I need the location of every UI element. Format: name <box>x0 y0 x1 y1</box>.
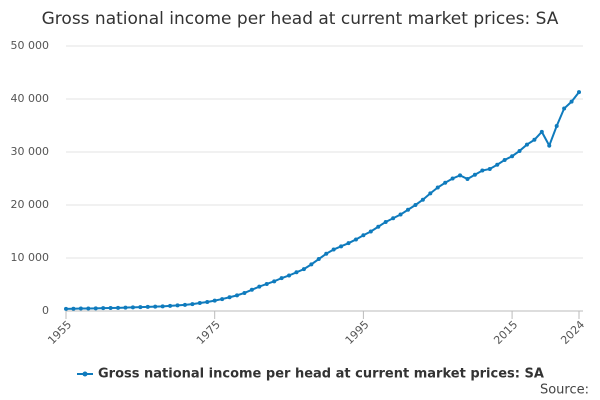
legend-label: Gross national income per head at curren… <box>98 367 544 382</box>
point <box>227 295 232 300</box>
point <box>123 305 128 310</box>
y-tick-label: 20 000 <box>11 198 50 211</box>
point <box>249 287 254 292</box>
point <box>465 177 470 182</box>
point <box>212 298 217 303</box>
point <box>532 137 537 142</box>
point <box>197 301 202 306</box>
point <box>309 262 314 267</box>
point <box>361 233 366 238</box>
point <box>301 267 306 272</box>
series-line <box>65 91 580 310</box>
point <box>339 244 344 249</box>
y-tick-label: 30 000 <box>11 145 50 158</box>
point <box>168 303 173 308</box>
point <box>443 180 448 185</box>
point <box>190 302 195 307</box>
point <box>279 276 284 281</box>
point <box>487 166 492 171</box>
legend-marker <box>82 371 88 377</box>
y-tick-label: 50 000 <box>11 39 50 52</box>
point <box>406 207 410 212</box>
point <box>480 168 485 173</box>
point <box>108 305 113 310</box>
point <box>294 270 299 275</box>
point <box>130 305 135 310</box>
y-tick-label: 40 000 <box>11 92 50 105</box>
point <box>324 251 329 256</box>
x-tick-label: 2015 <box>491 318 520 347</box>
x-tick-label: 1955 <box>45 318 74 347</box>
point <box>264 281 269 286</box>
point <box>398 212 403 217</box>
chart-title: Gross national income per head at curren… <box>42 9 559 29</box>
point <box>413 203 418 207</box>
point <box>547 143 552 148</box>
point <box>458 173 463 178</box>
x-tick-label: 1995 <box>343 318 372 347</box>
point <box>569 99 574 104</box>
point <box>450 176 455 181</box>
point <box>175 303 180 308</box>
point <box>287 273 292 278</box>
point <box>554 124 559 129</box>
point <box>86 306 91 311</box>
point <box>428 191 433 196</box>
point <box>160 304 165 309</box>
point <box>524 142 529 147</box>
point <box>577 90 581 95</box>
point <box>235 293 239 298</box>
point <box>331 247 336 252</box>
point <box>502 157 507 162</box>
point <box>510 154 515 159</box>
point <box>383 219 388 224</box>
point <box>562 106 567 111</box>
point <box>435 185 440 190</box>
point <box>101 306 106 311</box>
point <box>257 284 262 289</box>
y-tick-label: 0 <box>42 304 49 317</box>
point <box>182 302 187 307</box>
point <box>391 216 396 221</box>
point <box>517 148 522 153</box>
point <box>376 224 381 229</box>
source: Source: <box>540 383 589 398</box>
point <box>242 290 247 295</box>
point <box>153 304 158 309</box>
point <box>220 297 225 302</box>
point <box>346 241 351 246</box>
point <box>116 305 121 310</box>
x-tick-label: 2024 <box>558 318 587 347</box>
point <box>368 229 373 234</box>
point <box>138 305 143 310</box>
y-tick-label: 10 000 <box>11 251 50 264</box>
x-tick-label: 1975 <box>194 318 223 347</box>
point <box>64 306 68 311</box>
point <box>353 237 358 242</box>
point <box>472 172 477 177</box>
point <box>145 304 150 309</box>
point <box>93 306 98 311</box>
point <box>420 197 425 202</box>
point <box>71 306 76 311</box>
point <box>495 162 500 167</box>
point <box>316 257 321 262</box>
point <box>205 299 210 304</box>
point <box>78 306 83 311</box>
point <box>539 129 544 134</box>
point <box>272 279 277 284</box>
